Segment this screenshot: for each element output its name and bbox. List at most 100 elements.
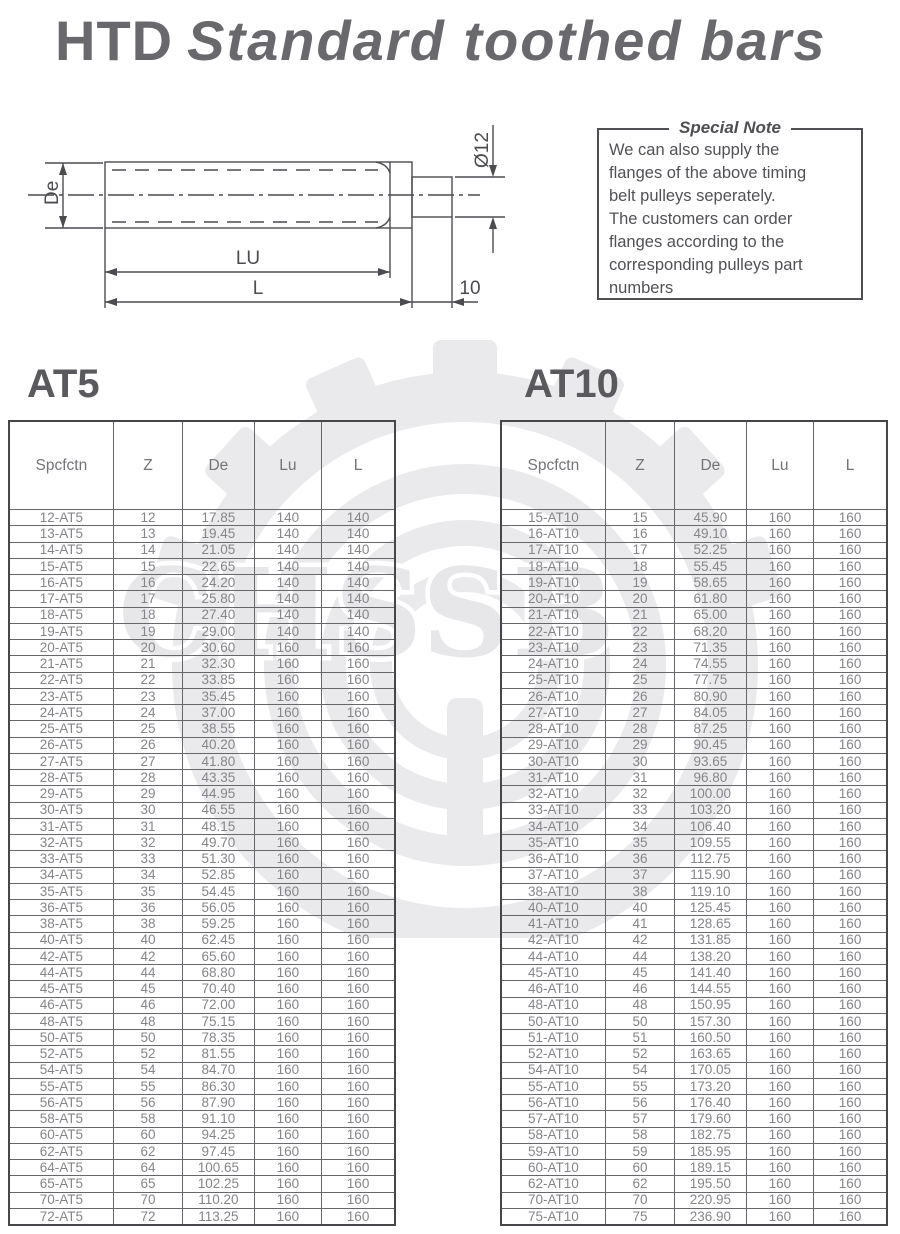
table-cell: 160: [321, 996, 396, 1014]
table-cell: 61.80: [674, 590, 747, 608]
table-row: 55-AT5 55 86.30 160 160: [8, 1077, 396, 1096]
table-cell: 140: [321, 525, 396, 543]
table-cell: 160: [813, 541, 888, 559]
table-row: 45-AT10 45 141.40 160 160: [500, 963, 888, 982]
table-row: 36-AT5 36 56.05 160 160: [8, 898, 396, 917]
table-cell: 160: [321, 931, 396, 949]
table-cell: 160: [253, 898, 323, 917]
table-cell: 160: [745, 947, 815, 966]
table-cell: 62-AT10: [500, 1175, 606, 1193]
table-cell: 102.25: [182, 1175, 255, 1193]
table-cell: 15: [112, 557, 184, 576]
table-cell: 140: [321, 573, 396, 592]
table-row: 45-AT5 45 70.40 160 160: [8, 980, 396, 998]
table-cell: 160: [321, 1093, 396, 1112]
table-cell: 59: [604, 1142, 676, 1161]
table-cell: 160: [745, 752, 815, 771]
table-cell: 42: [604, 931, 676, 949]
table-cell: 140: [253, 508, 323, 527]
table-cell: 160: [813, 1061, 888, 1079]
table-cell: 160: [745, 1158, 815, 1177]
table-cell: 160: [813, 606, 888, 624]
table-cell: 44: [604, 947, 676, 966]
table-cell: 160: [813, 882, 888, 901]
table-cell: 54: [604, 1061, 676, 1079]
table-cell: 160: [745, 996, 815, 1014]
table-cell: 45: [112, 980, 184, 998]
table-cell: 160: [253, 1077, 323, 1096]
table-cell: 160: [253, 1093, 323, 1112]
table-cell: 160: [813, 508, 888, 527]
table-cell: 160: [813, 963, 888, 982]
column-header: Spcfctn: [8, 420, 114, 510]
table-cell: 42-AT10: [500, 931, 606, 949]
table-cell: 52.25: [674, 541, 747, 559]
table-row: 25-AT5 25 38.55 160 160: [8, 720, 396, 738]
table-cell: 32: [604, 785, 676, 803]
table-cell: 160: [745, 898, 815, 917]
table-cell: 43.35: [182, 768, 255, 787]
table-row: 17-AT10 17 52.25 160 160: [500, 541, 888, 559]
table-cell: 160: [253, 1175, 323, 1193]
table-cell: 160: [813, 850, 888, 868]
table-cell: 160: [253, 882, 323, 901]
table-cell: 45-AT5: [8, 980, 114, 998]
table-cell: 48-AT5: [8, 1012, 114, 1031]
table-cell: 23: [604, 638, 676, 657]
table-cell: 70: [604, 1191, 676, 1209]
table-cell: 62.45: [182, 931, 255, 949]
table-cell: 160: [745, 1126, 815, 1144]
table-cell: 22-AT10: [500, 622, 606, 641]
note-text-line: flanges according to the: [609, 233, 785, 251]
table-row: 48-AT5 48 75.15 160 160: [8, 1012, 396, 1031]
table-cell: 160: [253, 931, 323, 949]
table-cell: 160: [253, 1110, 323, 1128]
table-row: 18-AT10 18 55.45 160 160: [500, 557, 888, 576]
table-cell: 49.70: [182, 833, 255, 852]
table-cell: 70-AT10: [500, 1191, 606, 1209]
table-cell: 160: [813, 525, 888, 543]
table-cell: 17.85: [182, 508, 255, 527]
table-cell: 40: [604, 898, 676, 917]
table-cell: 160: [253, 915, 323, 933]
table-cell: 160: [745, 590, 815, 608]
table-cell: 32: [112, 833, 184, 852]
table-cell: 40-AT10: [500, 898, 606, 917]
table-cell: 160: [253, 1191, 323, 1209]
table-cell: 103.20: [674, 801, 747, 819]
table-row: 22-AT5 22 33.85 160 160: [8, 671, 396, 689]
table-cell: 25: [604, 671, 676, 689]
table-row: 52-AT10 52 163.65 160 160: [500, 1045, 888, 1063]
table-row: 38-AT10 38 119.10 160 160: [500, 882, 888, 901]
table-cell: 160: [321, 882, 396, 901]
table-row: 34-AT5 34 52.85 160 160: [8, 866, 396, 884]
table-cell: 160: [321, 1028, 396, 1047]
table-cell: 141.40: [674, 963, 747, 982]
table-cell: 15-AT5: [8, 557, 114, 576]
table-cell: 62-AT5: [8, 1142, 114, 1161]
table-cell: 24: [604, 655, 676, 673]
table-row: 19-AT5 19 29.00 140 140: [8, 622, 396, 641]
table-cell: 160: [253, 801, 323, 819]
table-cell: 25-AT10: [500, 671, 606, 689]
table-cell: 52.85: [182, 866, 255, 884]
table-cell: 36-AT10: [500, 850, 606, 868]
table-cell: 25.80: [182, 590, 255, 608]
table-cell: 140: [321, 606, 396, 624]
table-cell: 25-AT5: [8, 720, 114, 738]
table-cell: 14-AT5: [8, 541, 114, 559]
table-cell: 160: [321, 1207, 396, 1226]
table-cell: 160: [745, 1012, 815, 1031]
table-cell: 160: [321, 963, 396, 982]
table-cell: 21.05: [182, 541, 255, 559]
table-cell: 33.85: [182, 671, 255, 689]
table-cell: 15: [604, 508, 676, 527]
table-cell: 15-AT10: [500, 508, 606, 527]
spec-table-at10: Spcfctn Z De Lu L 15-AT10 15 45.90 160 160 16-AT1…: [500, 420, 888, 1226]
table-cell: 160: [813, 947, 888, 966]
table-cell: 35.45: [182, 687, 255, 706]
table-row: 41-AT10 41 128.65 160 160: [500, 915, 888, 933]
table-cell: 160: [745, 963, 815, 982]
table-row: 20-AT10 20 61.80 160 160: [500, 590, 888, 608]
table-cell: 46-AT5: [8, 996, 114, 1014]
